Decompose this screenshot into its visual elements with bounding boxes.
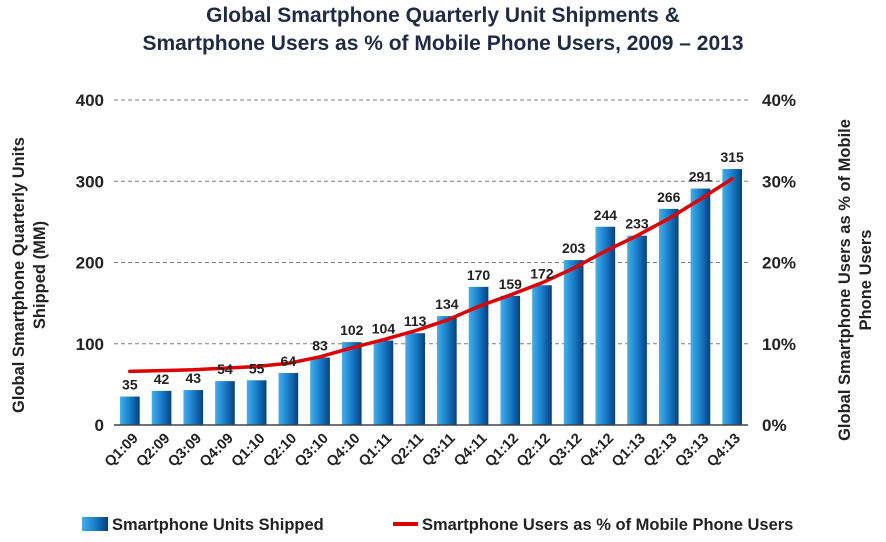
legend-bar-label: Smartphone Units Shipped xyxy=(112,516,324,534)
bar-data-label: 159 xyxy=(499,276,523,292)
gridlines xyxy=(114,99,748,345)
right-axis-label-line2: Phone Users xyxy=(857,230,875,331)
bar-series xyxy=(120,169,742,425)
bar-data-label: 315 xyxy=(720,149,744,165)
bar xyxy=(278,373,299,425)
bar-data-label: 172 xyxy=(530,265,554,281)
bar xyxy=(532,285,552,425)
bar xyxy=(120,396,140,425)
x-tick-label: Q3:09 xyxy=(165,431,205,471)
right-tick-label: 20% xyxy=(762,254,796,273)
right-tick-label: 0% xyxy=(762,416,787,435)
left-tick-label: 100 xyxy=(76,335,104,354)
left-tick-label: 200 xyxy=(76,254,104,273)
right-axis-label-line1: Global Smartphone Users as % of Mobile xyxy=(836,119,854,441)
bar-data-label: 83 xyxy=(312,338,328,354)
bar xyxy=(405,333,425,425)
bar-data-label: 291 xyxy=(689,169,713,185)
x-tick-label: Q1:10 xyxy=(229,431,269,471)
bar-data-label: 233 xyxy=(625,216,649,232)
chart-title: Global Smartphone Quarterly Unit Shipmen… xyxy=(0,2,886,58)
x-tick-label: Q4:11 xyxy=(451,431,490,470)
right-tick-label: 40% xyxy=(762,91,796,110)
bar xyxy=(595,226,616,425)
x-tick-label: Q4:12 xyxy=(577,431,617,471)
bar-data-label: 113 xyxy=(404,313,427,329)
x-tick-label: Q3:11 xyxy=(419,431,458,470)
x-tick-label: Q1:13 xyxy=(609,431,649,471)
left-tick-label: 300 xyxy=(76,172,104,191)
chart-title-line1: Global Smartphone Quarterly Unit Shipmen… xyxy=(206,4,680,27)
bar xyxy=(246,380,267,425)
x-tick-label: Q1:12 xyxy=(482,431,522,471)
x-tick-label: Q4:13 xyxy=(704,431,744,471)
bar xyxy=(722,169,742,425)
x-tick-label: Q2:09 xyxy=(134,431,174,471)
bar-data-label: 102 xyxy=(340,322,364,338)
bar-data-label: 43 xyxy=(185,370,201,386)
x-tick-label: Q3:10 xyxy=(292,431,332,471)
x-tick-label: Q1:11 xyxy=(356,431,395,470)
bar-data-label: 35 xyxy=(122,377,138,393)
left-axis-label-line2: Shipped (MM) xyxy=(31,221,49,329)
bar xyxy=(563,260,584,425)
x-tick-label: Q2:12 xyxy=(514,431,554,471)
x-tick-label: Q4:09 xyxy=(197,431,237,471)
users-percent-line xyxy=(128,177,734,374)
bar xyxy=(183,390,204,425)
left-tick-label: 400 xyxy=(76,91,104,110)
x-tick-label: Q2:13 xyxy=(641,431,681,471)
bar-data-label: 266 xyxy=(657,189,681,205)
data-labels: 35 42 43 54 55 64 83 102 104 113 134 170 159 172 203 24… xyxy=(122,149,744,393)
bar xyxy=(215,381,235,425)
bar-data-label: 170 xyxy=(467,267,491,283)
x-tick-label: Q2:10 xyxy=(260,431,300,471)
bar-data-label: 55 xyxy=(249,360,265,376)
bar xyxy=(341,342,362,425)
legend-bar-swatch xyxy=(82,517,108,531)
bar xyxy=(437,316,457,425)
bar-data-label: 203 xyxy=(562,240,586,256)
bar-data-label: 42 xyxy=(154,371,170,387)
left-tick-label: 0 xyxy=(95,416,104,435)
bar xyxy=(468,286,489,425)
left-axis-label-line1: Global Smartphone Quarterly Units xyxy=(10,137,28,413)
bar xyxy=(373,340,394,425)
right-tick-label: 10% xyxy=(762,335,796,354)
legend-line-label: Smartphone Users as % of Mobile Phone Us… xyxy=(422,516,793,534)
bar xyxy=(151,390,172,425)
bar-data-label: 54 xyxy=(217,361,233,377)
bar xyxy=(310,357,330,425)
line-series xyxy=(128,177,734,374)
x-tick-label: Q3:12 xyxy=(546,431,586,471)
x-tick-label: Q3:13 xyxy=(672,431,712,471)
bar-data-label: 64 xyxy=(281,353,297,369)
right-tick-label: 30% xyxy=(762,172,796,191)
bar-data-label: 244 xyxy=(594,207,618,223)
bar xyxy=(627,235,647,425)
x-tick-label: Q1:09 xyxy=(102,431,142,471)
legend: Smartphone Units Shipped Smartphone User… xyxy=(82,516,793,534)
x-tick-label: Q2:11 xyxy=(388,431,427,470)
bar xyxy=(690,188,711,425)
x-tick-label: Q4:10 xyxy=(324,431,364,471)
bar-data-label: 134 xyxy=(435,296,459,312)
chart-title-line2: Smartphone Users as % of Mobile Phone Us… xyxy=(142,32,744,55)
bar-data-label: 104 xyxy=(372,321,396,337)
bar xyxy=(658,208,679,425)
bar xyxy=(500,295,521,425)
